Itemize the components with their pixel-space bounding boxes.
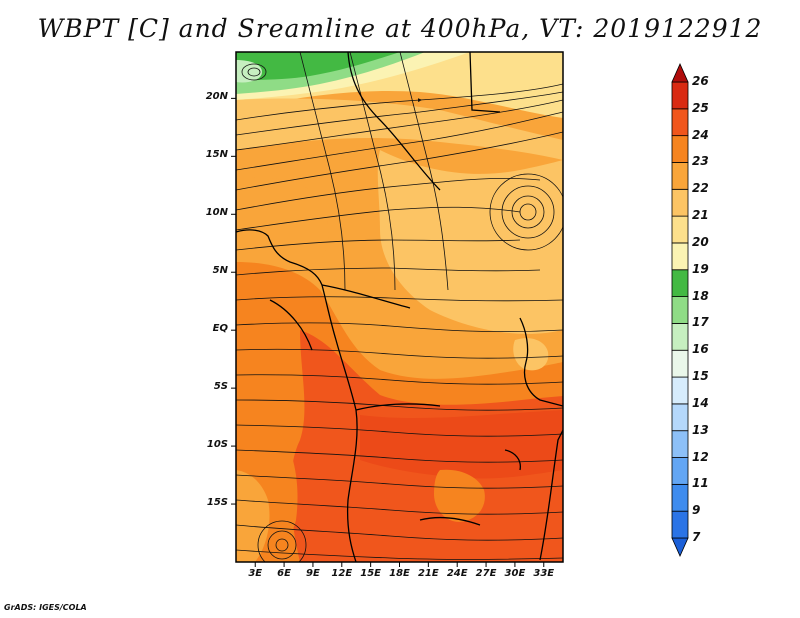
lat-tick-label: 20N	[205, 91, 228, 103]
colorbar-segment	[671, 215, 689, 244]
lat-tick-label: 10N	[205, 207, 228, 219]
map-title: WBPT [C] and Sreamline at 400hPa, VT: 20…	[37, 14, 763, 43]
lon-tick-label: 3E	[248, 568, 263, 579]
colorbar-min-arrow	[671, 537, 689, 557]
colorbar-label: 15	[692, 369, 709, 384]
colorbar-segment	[671, 457, 689, 485]
lat-tick-label: 15N	[205, 149, 228, 161]
colorbar-label: 13	[692, 422, 709, 437]
colorbar-label: 19	[692, 261, 709, 276]
colorbar-segment	[671, 269, 689, 297]
lat-tick-label: 5S	[213, 381, 228, 393]
lat-tick-label: 5N	[212, 265, 228, 277]
colorbar-segment	[671, 430, 689, 458]
colorbar-label: 17	[692, 315, 709, 330]
colorbar-segment	[671, 403, 689, 432]
colorbar-segment	[671, 349, 689, 378]
lon-tick-label: 15E	[360, 568, 382, 579]
lon-tick-label: 6E	[277, 568, 291, 579]
lon-tick-label: 27E	[475, 568, 497, 579]
colorbar-label: 25	[692, 100, 709, 115]
colorbar-segment	[671, 188, 689, 217]
credit-label: GrADS: IGES/COLA	[4, 603, 87, 612]
colorbar-segment	[671, 376, 689, 405]
colorbar-segment	[671, 108, 689, 137]
streamlines	[236, 52, 563, 562]
coastlines-borders	[236, 52, 563, 562]
colorbar-label: 14	[692, 395, 709, 410]
colorbar-segment	[671, 81, 689, 110]
colorbar-label: 16	[692, 342, 709, 357]
colorbar-max-arrow	[671, 63, 689, 83]
lon-tick-label: 33E	[533, 568, 555, 579]
colorbar	[671, 63, 689, 557]
colorbar-segment	[671, 323, 689, 351]
colorbar-label: 24	[692, 127, 709, 142]
colorbar-label: 26	[692, 74, 709, 88]
colorbar-segment	[671, 242, 689, 271]
lon-tick-label: 24E	[446, 568, 468, 579]
colorbar-label: 9	[692, 503, 701, 518]
lon-tick-label: 30E	[504, 568, 526, 579]
colorbar-label: 11	[692, 476, 709, 491]
colorbar-label: 21	[692, 208, 709, 223]
lon-tick-label: 18E	[389, 568, 410, 579]
colorbar-label: 12	[692, 449, 709, 464]
colorbar-segment	[671, 483, 689, 512]
lat-tick-label: 10S	[206, 439, 228, 451]
colorbar-label: 23	[692, 154, 709, 169]
colorbar-label: 18	[692, 288, 709, 303]
colorbar-segment	[671, 135, 689, 163]
colorbar-label: 7	[692, 530, 701, 544]
colorbar-label: 22	[692, 181, 709, 196]
colorbar-segment	[671, 296, 689, 324]
lat-tick-label: 15S	[206, 497, 228, 509]
colorbar-segment	[671, 510, 689, 539]
colorbar-label: 20	[692, 234, 709, 249]
lon-tick-label: 9E	[306, 568, 320, 579]
axis-ticks	[231, 97, 545, 567]
colorbar-segment	[671, 162, 689, 190]
lat-tick-label: EQ	[212, 323, 228, 335]
lon-tick-label: 21E	[417, 568, 439, 579]
lon-tick-label: 12E	[331, 568, 353, 579]
